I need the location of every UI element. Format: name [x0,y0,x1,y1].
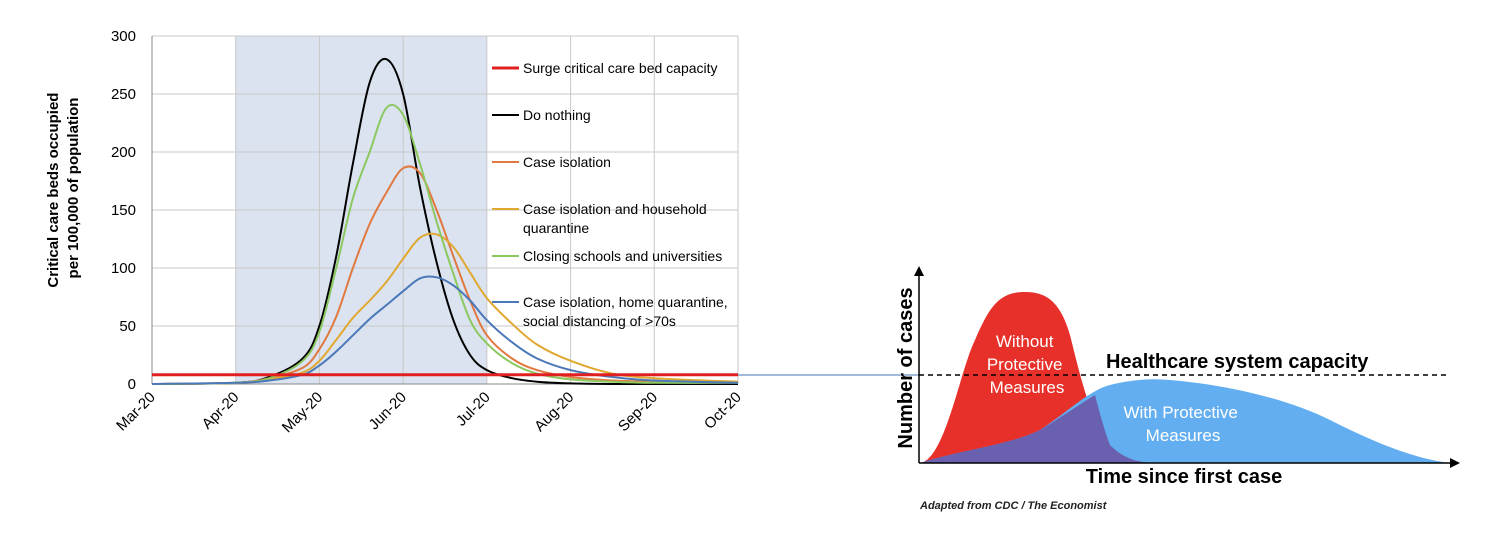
y-tick-labels: 0 50 100 150 200 250 300 [111,28,136,393]
y-tick-label: 150 [111,202,136,219]
y-tick-label: 0 [128,376,136,393]
capacity-label: Healthcare system capacity [1106,351,1369,373]
x-tick-label: Mar-20 [113,389,159,435]
legend-label: Do nothing [523,107,591,123]
legend-label: Case isolation [523,154,611,170]
source-credit: Adapted from CDC / The Economist [919,500,1108,512]
with-measures-label: With Protective Measures [1123,403,1242,445]
legend-label: Case isolation and household [523,201,707,217]
without-label-line-2: Protective [987,355,1063,374]
x-tick-label: Aug-20 [531,389,577,435]
series-line-closing-schools-and-universities [151,103,739,385]
y-tick-label: 200 [111,144,136,161]
legend-item: Do nothing [492,107,591,123]
legend-label: Surge critical care bed capacity [523,60,718,76]
legend-item: Closing schools and universities [492,248,722,264]
y-tick-label: 250 [111,86,136,103]
x-axis-arrow-icon [1450,458,1460,468]
y-tick-label: 300 [111,28,136,45]
right-y-axis-title: Number of cases [895,287,917,448]
legend-label: quarantine [523,220,589,236]
x-tick-label: Jun-20 [366,389,410,433]
y-tick-label: 100 [111,260,136,277]
with-label-line-1: With Protective [1123,403,1237,422]
x-tick-label: Oct-20 [701,389,745,433]
x-tick-label: Sep-20 [615,389,661,435]
series-line-case-isolation [151,165,739,385]
legend-label: Closing schools and universities [523,248,722,264]
x-tick-label: May-20 [279,389,326,436]
x-tick-label: Jul-20 [453,389,494,430]
y-axis-title-line-2: per 100,000 of population [65,98,82,279]
series-line-case-isolation-and-household-quarantine [151,232,739,385]
with-label-line-2: Measures [1146,426,1221,445]
without-label-line-1: Without [996,332,1054,351]
legend-item: Case isolation [492,154,611,170]
right-flatten-curve-chart: Healthcare system capacity Without Prote… [895,266,1460,512]
legend-label: Case isolation, home quarantine, [523,294,728,310]
legend: Surge critical care bed capacity Do nothi… [492,60,728,329]
legend-item: Surge critical care bed capacity [492,60,718,76]
legend-label: social distancing of >70s [523,313,676,329]
right-x-axis-title: Time since first case [1086,466,1282,488]
x-tick-labels: Mar-20 Apr-20 May-20 Jun-20 Jul-20 Aug-20 Sep-… [113,389,745,436]
without-measures-label: Without Protective Measures [987,332,1067,397]
legend-item: Case isolation, home quarantine, social d… [492,294,728,329]
without-label-line-3: Measures [990,378,1065,397]
x-tick-label: Apr-20 [199,389,243,433]
legend-item: Case isolation and household quarantine [492,201,707,236]
y-axis-arrow-icon [914,266,924,276]
left-line-chart: 0 50 100 150 200 250 300 Mar-20 Apr-20 May-20 Jun… [45,28,745,436]
overlap-area [920,395,1160,463]
y-axis-title-line-1: Critical care beds occupied [45,93,62,288]
y-tick-label: 50 [119,318,136,335]
series-lines [151,57,739,386]
without-measures-area [920,292,1160,463]
y-axis-title: Critical care beds occupied per 100,000 … [45,88,82,287]
